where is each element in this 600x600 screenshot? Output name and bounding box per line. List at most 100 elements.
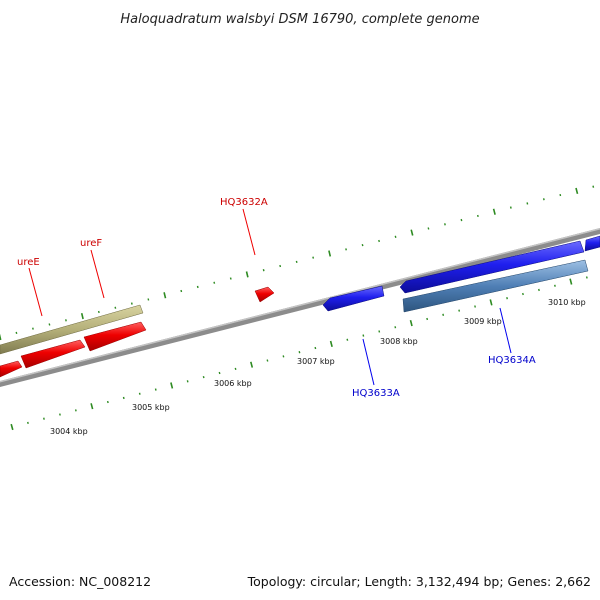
gene-label-ureF[interactable]: ureF — [80, 238, 102, 249]
lower-ruler-minor-tick — [394, 326, 397, 329]
gene-hq3633a[interactable] — [322, 285, 385, 312]
lower-ruler-minor-tick — [154, 388, 157, 391]
gene-label-ureE[interactable]: ureE — [17, 257, 40, 268]
upper-ruler-major-tick — [492, 208, 496, 215]
gene-hq3634a[interactable] — [402, 259, 589, 313]
upper-ruler-minor-tick — [312, 256, 315, 259]
lower-ruler-minor-tick — [362, 334, 365, 337]
upper-ruler-minor-tick — [130, 302, 133, 305]
ruler-label-3004: 3004 kbp — [50, 427, 88, 436]
lower-ruler-major-tick — [170, 382, 174, 389]
upper-ruler-minor-tick — [394, 235, 397, 238]
lower-ruler-minor-tick — [59, 413, 61, 416]
gene-red-right[interactable] — [83, 321, 147, 352]
ruler-label-3008: 3008 kbp — [380, 337, 418, 346]
lower-ruler-minor-tick — [234, 367, 237, 370]
upper-ruler-minor-tick — [97, 310, 100, 314]
lower-ruler-minor-tick — [74, 409, 77, 412]
upper-ruler-minor-tick — [345, 248, 347, 251]
gene-blue-long[interactable] — [399, 240, 585, 294]
lower-ruler-minor-tick — [458, 309, 461, 312]
upper-ruler-major-tick — [0, 333, 2, 341]
lower-ruler-minor-tick — [266, 359, 269, 362]
lower-ruler-major-tick — [569, 278, 573, 285]
lower-ruler-minor-tick — [442, 313, 445, 316]
lower-ruler-minor-tick — [346, 338, 349, 341]
lower-ruler-major-tick — [329, 340, 333, 348]
lower-ruler-minor-tick — [202, 376, 205, 379]
lower-ruler-minor-tick — [506, 297, 508, 300]
upper-ruler-minor-tick — [15, 331, 18, 334]
upper-ruler-minor-tick — [460, 218, 463, 222]
hq3634a-leader-line — [499, 307, 512, 354]
lower-ruler-minor-tick — [27, 421, 29, 424]
upper-ruler-major-tick — [575, 187, 579, 195]
upper-ruler-minor-tick — [114, 306, 117, 309]
upper-ruler-minor-tick — [427, 227, 430, 230]
lower-ruler-major-tick — [90, 403, 94, 410]
gene-red-left[interactable] — [0, 360, 23, 378]
lower-ruler-minor-tick — [378, 330, 381, 333]
gene-ureF-olive[interactable] — [0, 304, 144, 355]
upper-ruler-minor-tick — [526, 202, 529, 205]
gene-label-hq3633a[interactable]: HQ3633A — [352, 388, 400, 399]
ruler-label-3006: 3006 kbp — [214, 379, 252, 388]
lower-ruler-minor-tick — [218, 371, 221, 375]
gene-label-hq3632a[interactable]: HQ3632A — [220, 197, 268, 208]
gene-red-middle[interactable] — [20, 339, 86, 369]
upper-ruler-minor-tick — [361, 244, 364, 247]
upper-ruler-minor-tick — [592, 185, 595, 188]
position-ruler — [10, 276, 588, 431]
hq3632a-leader-line — [242, 208, 256, 256]
upper-ruler-minor-tick — [542, 198, 545, 201]
upper-ruler-minor-tick — [262, 269, 265, 272]
upper-ruler-minor-tick — [213, 281, 216, 284]
ruler-label-3010: 3010 kbp — [548, 298, 586, 307]
lower-ruler-major-tick — [250, 361, 254, 368]
upper-ruler-major-tick — [163, 292, 167, 299]
upper-ruler-major-tick — [80, 313, 84, 320]
upper-ruler-minor-tick — [295, 260, 298, 263]
lower-ruler-minor-tick — [282, 355, 285, 358]
lower-ruler-minor-tick — [538, 288, 540, 292]
ruler-label-3007: 3007 kbp — [297, 357, 335, 366]
lower-ruler-minor-tick — [554, 284, 556, 287]
accession-text: Accession: NC_008212 — [9, 574, 151, 589]
lower-ruler-major-tick — [409, 319, 413, 327]
upper-ruler-minor-tick — [229, 277, 232, 280]
upper-ruler-minor-tick — [48, 323, 51, 326]
gene-blue-right-edge[interactable] — [584, 235, 600, 252]
lower-ruler-minor-tick — [426, 317, 429, 321]
upper-ruler-minor-tick — [32, 327, 34, 330]
upper-ruler-minor-tick — [180, 289, 183, 293]
lower-ruler-minor-tick — [585, 276, 588, 279]
upper-ruler-minor-tick — [378, 239, 380, 243]
ureE-leader-line — [28, 267, 43, 317]
map-title: Haloquadratum walsbyi DSM 16790, complet… — [120, 12, 479, 27]
ruler-label-3009: 3009 kbp — [464, 317, 502, 326]
ureF-leader-line — [90, 249, 105, 299]
upper-ruler-minor-tick — [444, 223, 446, 226]
lower-ruler-minor-tick — [122, 396, 125, 400]
upper-ruler-minor-tick — [196, 285, 199, 289]
upper-ruler-minor-tick — [147, 298, 150, 301]
upper-dotted-ruler — [0, 185, 595, 341]
topology-summary: Topology: circular; Length: 3,132,494 bp… — [247, 574, 591, 589]
lower-ruler-major-tick — [489, 299, 493, 306]
upper-ruler-minor-tick — [509, 206, 512, 209]
genome-backbone-highlight — [0, 228, 600, 383]
ruler-label-3005: 3005 kbp — [132, 403, 170, 412]
lower-ruler-minor-tick — [138, 392, 141, 395]
lower-ruler-minor-tick — [522, 292, 524, 296]
upper-ruler-major-tick — [328, 250, 332, 257]
upper-ruler-major-tick — [410, 229, 414, 236]
gene-label-hq3634a[interactable]: HQ3634A — [488, 355, 536, 366]
lower-ruler-minor-tick — [314, 346, 317, 350]
lower-ruler-minor-tick — [106, 400, 109, 404]
hq3633a-leader-line — [362, 338, 375, 386]
upper-ruler-minor-tick — [279, 264, 282, 268]
upper-ruler-minor-tick — [65, 319, 67, 322]
upper-ruler-major-tick — [245, 271, 249, 278]
gene-hq3632a[interactable] — [254, 286, 275, 303]
